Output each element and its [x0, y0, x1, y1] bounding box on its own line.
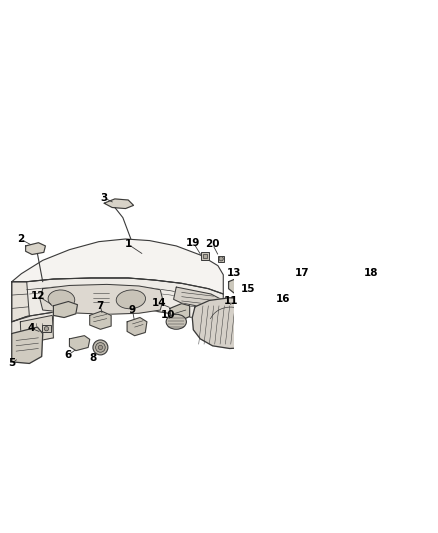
- Text: 18: 18: [364, 268, 378, 278]
- Polygon shape: [70, 336, 90, 351]
- FancyBboxPatch shape: [331, 307, 368, 329]
- Ellipse shape: [350, 320, 352, 323]
- Text: 7: 7: [97, 301, 104, 311]
- Text: 20: 20: [205, 239, 220, 249]
- Polygon shape: [290, 273, 371, 316]
- Text: 12: 12: [31, 291, 46, 301]
- Polygon shape: [104, 199, 134, 208]
- Text: 5: 5: [8, 359, 15, 368]
- Text: 1: 1: [124, 239, 132, 249]
- Polygon shape: [90, 311, 111, 329]
- Text: 16: 16: [276, 294, 290, 304]
- Bar: [201, 252, 209, 260]
- Text: 14: 14: [152, 298, 166, 308]
- Ellipse shape: [44, 327, 49, 331]
- Ellipse shape: [257, 296, 267, 303]
- Ellipse shape: [278, 303, 285, 309]
- Bar: [42, 325, 51, 333]
- Polygon shape: [53, 302, 78, 318]
- Polygon shape: [127, 318, 147, 336]
- Polygon shape: [12, 239, 223, 294]
- Text: 2: 2: [17, 234, 24, 244]
- Bar: [203, 254, 207, 258]
- Text: 13: 13: [227, 268, 241, 278]
- Ellipse shape: [166, 314, 187, 329]
- Text: 6: 6: [65, 350, 72, 360]
- Text: 8: 8: [90, 353, 97, 363]
- Text: 9: 9: [129, 305, 136, 315]
- Polygon shape: [173, 287, 223, 314]
- Polygon shape: [26, 243, 46, 254]
- Text: 10: 10: [161, 310, 176, 320]
- Ellipse shape: [93, 340, 108, 355]
- Polygon shape: [250, 291, 272, 308]
- Polygon shape: [12, 312, 53, 346]
- Text: 3: 3: [101, 193, 108, 203]
- Polygon shape: [12, 327, 43, 364]
- Text: 11: 11: [223, 296, 238, 306]
- Polygon shape: [12, 278, 223, 327]
- Text: 15: 15: [241, 284, 256, 294]
- Ellipse shape: [48, 290, 75, 309]
- Text: 17: 17: [294, 268, 309, 278]
- Ellipse shape: [95, 343, 105, 352]
- Polygon shape: [229, 278, 243, 293]
- Polygon shape: [192, 298, 273, 349]
- Text: 4: 4: [27, 323, 35, 333]
- Ellipse shape: [98, 345, 102, 350]
- Polygon shape: [170, 304, 190, 321]
- Ellipse shape: [116, 290, 145, 309]
- Text: 19: 19: [186, 238, 201, 248]
- Polygon shape: [20, 316, 53, 344]
- FancyBboxPatch shape: [327, 302, 373, 333]
- Ellipse shape: [219, 256, 223, 261]
- Polygon shape: [40, 285, 163, 314]
- Ellipse shape: [342, 320, 344, 323]
- Bar: [218, 255, 224, 262]
- Polygon shape: [12, 282, 29, 322]
